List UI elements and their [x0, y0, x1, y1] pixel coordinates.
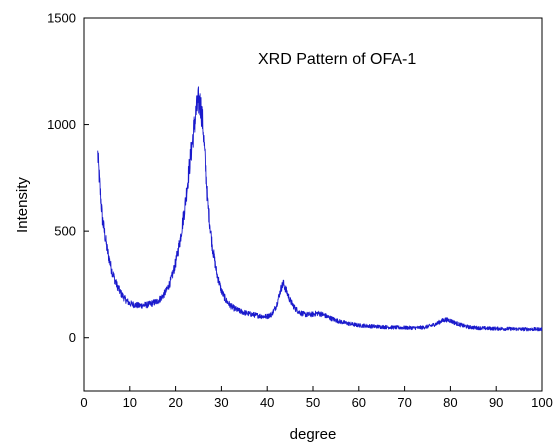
x-tick-label: 80: [443, 395, 457, 410]
x-tick-label: 90: [489, 395, 503, 410]
x-tick-label: 10: [123, 395, 137, 410]
x-tick-label: 0: [80, 395, 87, 410]
y-tick-label: 1000: [47, 117, 76, 132]
x-axis-label: degree: [290, 426, 337, 442]
x-tick-label: 100: [531, 395, 553, 410]
x-tick-label: 40: [260, 395, 274, 410]
x-tick-label: 60: [352, 395, 366, 410]
x-tick-label: 70: [397, 395, 411, 410]
y-tick-label: 500: [54, 224, 76, 239]
series-line-0: [97, 86, 543, 332]
chart-title: XRD Pattern of OFA-1: [258, 51, 416, 68]
x-tick-label: 20: [168, 395, 182, 410]
x-tick-label: 50: [306, 395, 320, 410]
y-tick-label: 0: [69, 330, 76, 345]
series-layer: [97, 86, 543, 332]
x-tick-label: 30: [214, 395, 228, 410]
y-tick-label: 1500: [47, 11, 76, 26]
y-axis-label: Intensity: [14, 177, 31, 233]
plot-frame: [83, 17, 543, 392]
